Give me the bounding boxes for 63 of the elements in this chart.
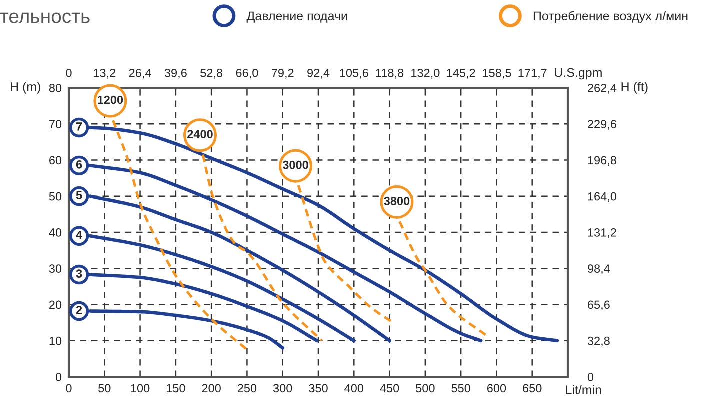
- y2-tick-label: 164,0: [588, 192, 617, 202]
- x2-tick-label: 39,6: [164, 68, 187, 79]
- y2-tick-label: 0: [588, 373, 594, 382]
- series-label: 3000: [282, 160, 308, 170]
- y-axis-title: H (m): [11, 82, 40, 94]
- x-tick-label: 50: [98, 384, 111, 393]
- series-label: 1200: [98, 96, 124, 104]
- x2-tick-label: 52,8: [200, 68, 223, 79]
- x2-tick-label: 92,4: [308, 68, 330, 79]
- x-tick-label: 350: [309, 384, 328, 393]
- y-tick-label: 10: [50, 336, 62, 346]
- x-tick-label: 400: [344, 384, 364, 393]
- x-tick-label: 600: [487, 384, 506, 393]
- series-label: 3: [76, 270, 82, 278]
- x2-axis-title: U.S.gpm: [555, 68, 602, 80]
- y2-tick-label: 131,2: [588, 228, 616, 238]
- x2-tick-label: 132,0: [412, 68, 440, 79]
- x2-tick-label: 13,2: [94, 68, 116, 79]
- y-tick-label: 30: [49, 264, 62, 274]
- x-tick-label: 500: [416, 384, 435, 393]
- y2-tick-label: 32,8: [588, 336, 610, 347]
- y-tick-label: 0: [56, 373, 62, 382]
- x2-tick-label: 105,6: [340, 68, 368, 79]
- series-label: 2400: [188, 130, 213, 139]
- x-tick-label: 100: [131, 384, 150, 393]
- series-label: 6: [76, 160, 82, 169]
- y2-tick-label: 98,4: [588, 264, 610, 274]
- y2-tick-label: 262,4: [588, 84, 617, 94]
- y-tick-label: 50: [49, 192, 62, 201]
- series-label: 4: [76, 231, 82, 240]
- x-tick-label: 150: [166, 384, 186, 393]
- x2-tick-label: 171,7: [518, 69, 547, 79]
- x-tick-label: 450: [380, 384, 400, 393]
- series-label: 5: [76, 191, 82, 200]
- y2-tick-label: 65,6: [588, 300, 610, 311]
- x-tick-label: 0: [66, 384, 72, 393]
- text: Потребление воздух л/мин: [534, 11, 688, 24]
- x2-tick-label: 118,8: [376, 68, 404, 79]
- x-axis-title: Lit/min: [566, 385, 602, 395]
- x2-tick-label: 66,0: [236, 68, 258, 79]
- series-label: 7: [76, 122, 82, 131]
- x2-tick-label: 26,4: [129, 68, 152, 79]
- x2-tick-label: 79,2: [272, 68, 294, 79]
- y-tick-label: 80: [49, 84, 62, 92]
- y-tick-label: 60: [50, 156, 62, 165]
- series-label: 3800: [384, 197, 410, 206]
- x2-tick-label: 145,2: [447, 68, 476, 79]
- y2-axis-title: H (ft): [622, 82, 648, 94]
- y-tick-label: 70: [50, 120, 62, 129]
- chart-title: тельность: [0, 12, 90, 24]
- x2-tick-label: 0: [66, 68, 72, 78]
- y2-tick-label: 229,6: [588, 120, 616, 130]
- x-tick-label: 200: [202, 384, 221, 393]
- x-tick-label: 300: [273, 384, 292, 393]
- x-tick-label: 250: [238, 384, 257, 393]
- series-label: 2: [76, 306, 82, 314]
- x-tick-label: 650: [523, 384, 542, 393]
- y-tick-label: 20: [50, 300, 62, 310]
- x-tick-label: 550: [452, 384, 470, 393]
- y-tick-label: 40: [49, 228, 62, 237]
- x2-tick-label: 158,5: [483, 68, 512, 79]
- y2-tick-label: 196,8: [588, 156, 616, 166]
- text: Давление подачи: [246, 12, 348, 23]
